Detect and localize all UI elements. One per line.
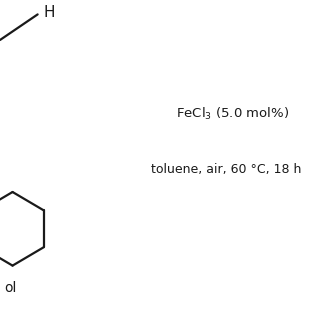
Text: toluene, air, 60 °C, 18 h: toluene, air, 60 °C, 18 h — [151, 163, 302, 176]
Text: FeCl$_3$ (5.0 mol%): FeCl$_3$ (5.0 mol%) — [176, 106, 289, 122]
Text: H: H — [44, 5, 55, 20]
Text: ol: ol — [5, 281, 17, 295]
